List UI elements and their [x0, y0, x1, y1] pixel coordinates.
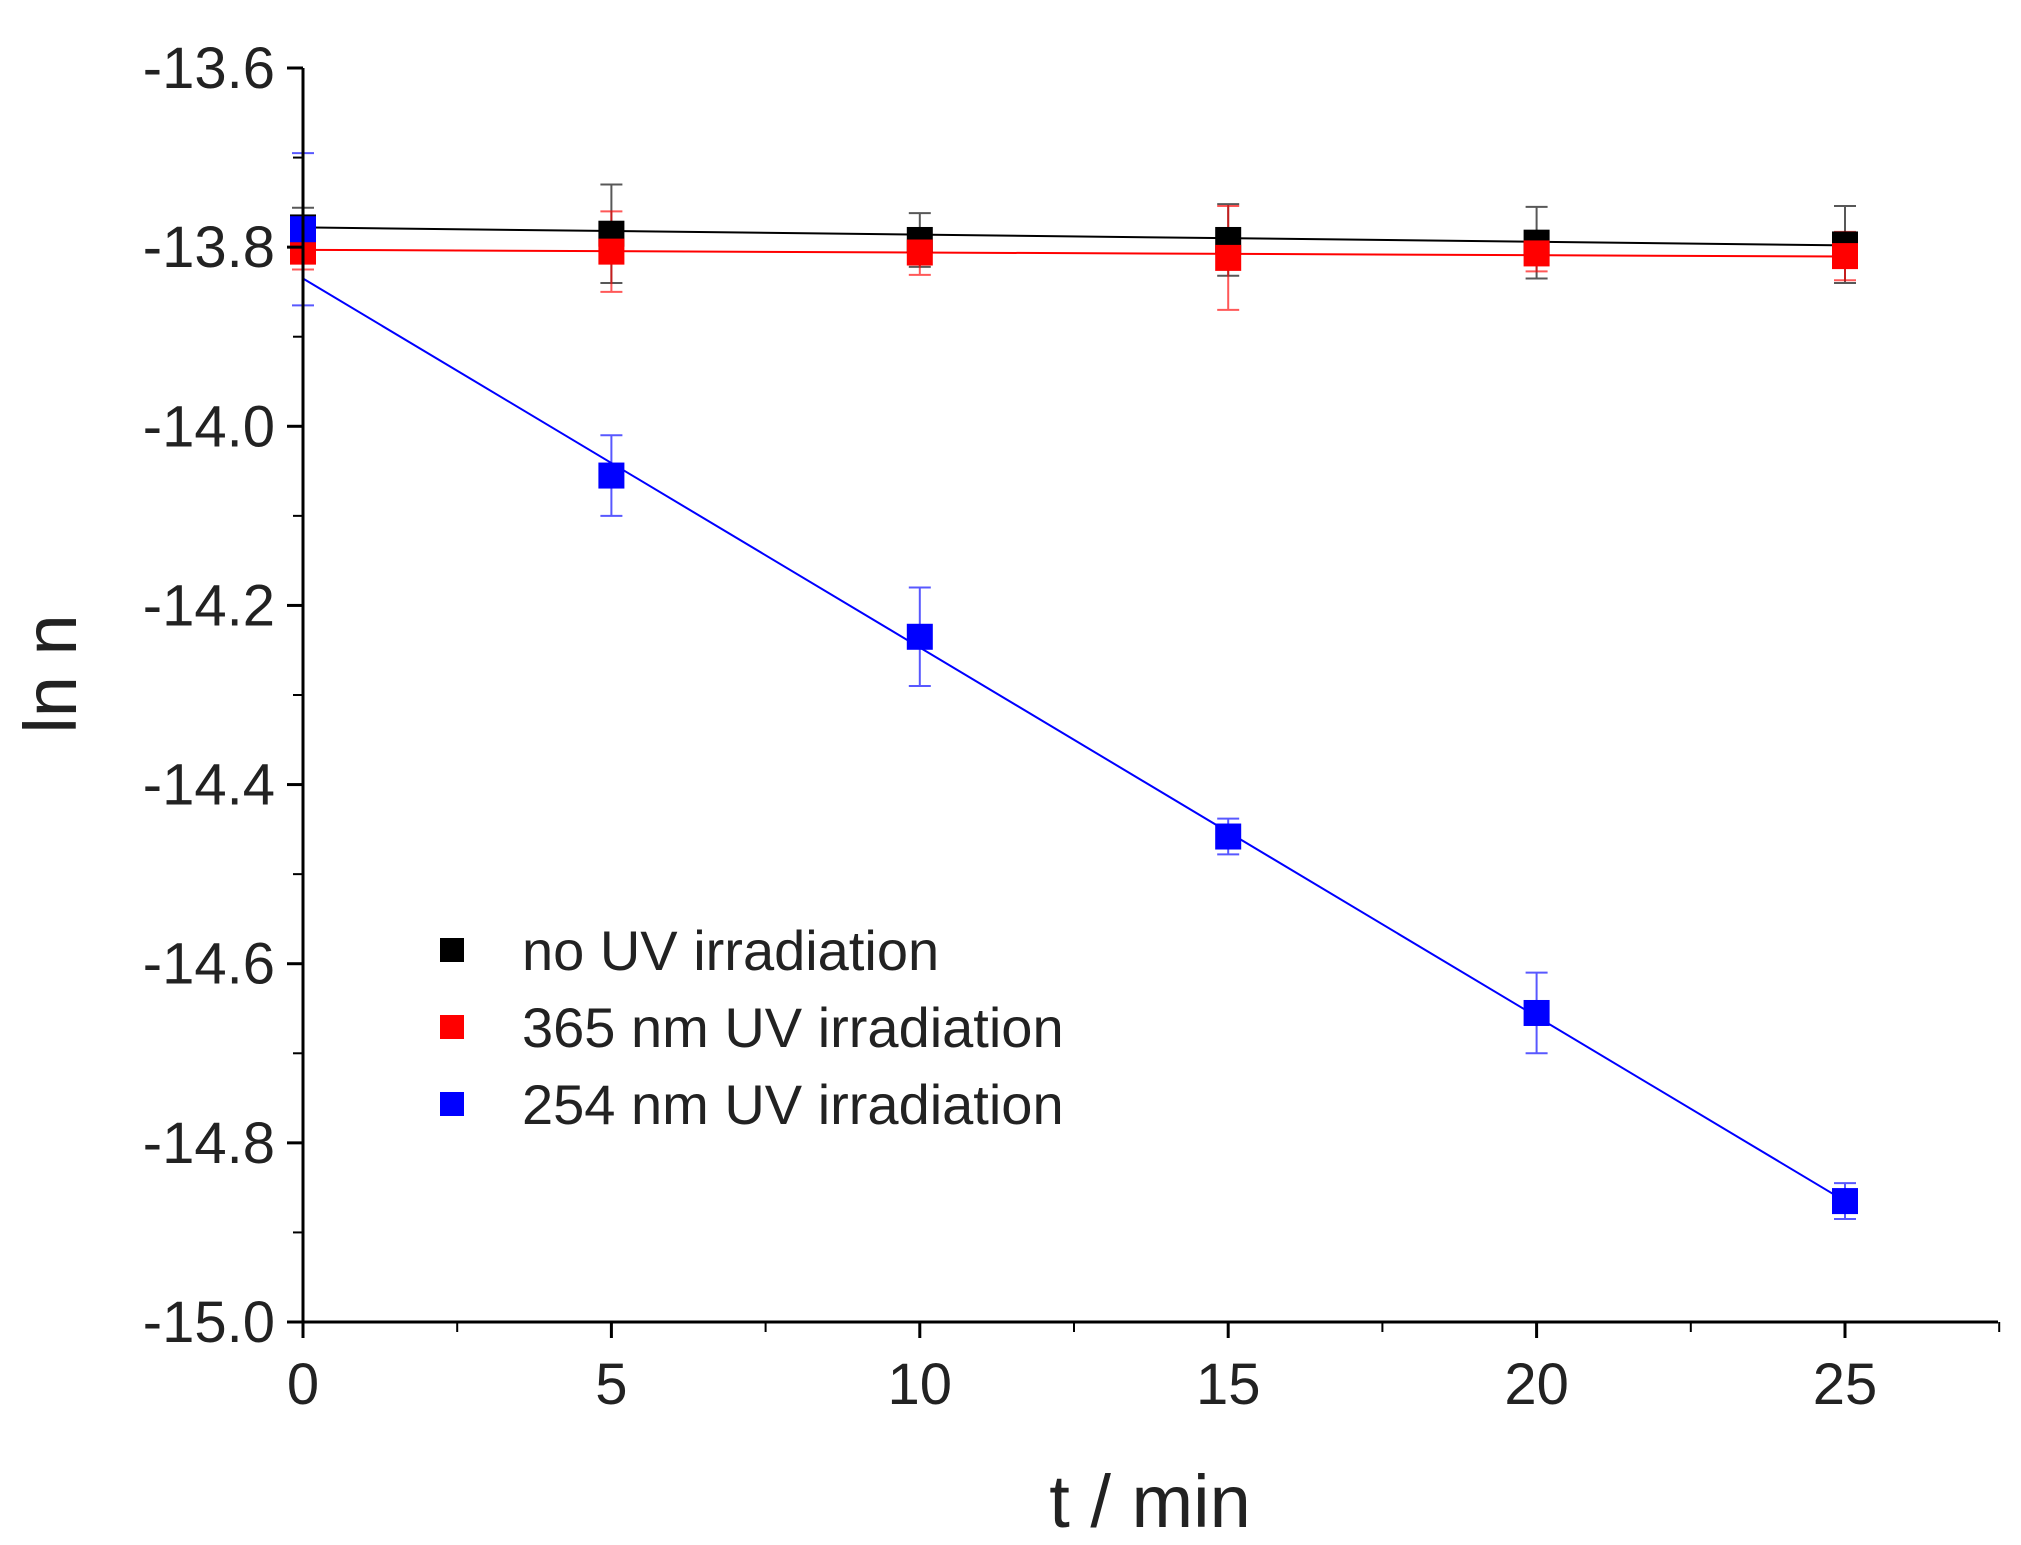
y-ticks: -15.0 -14.8 -14.6 -14.4 -14.2 -14.0 -13.8 -13.6	[143, 36, 303, 1355]
markers	[290, 214, 1858, 1215]
legend-marker	[440, 938, 464, 962]
fit-line-series-2	[302, 277, 1846, 1202]
y-tick-label: -13.8	[143, 215, 275, 280]
data-point	[906, 239, 933, 266]
x-tick-label: 10	[888, 1352, 953, 1417]
x-tick-label: 20	[1504, 1352, 1569, 1417]
y-tick-label: -14.2	[143, 573, 275, 638]
plot-area	[290, 152, 1858, 1220]
x-tick-label: 25	[1813, 1352, 1878, 1417]
fit-line-series-0	[302, 226, 1846, 247]
legend: no UV irradiation 365 nm UV irradiation 25…	[440, 919, 1064, 1136]
y-tick-label: -14.0	[143, 394, 275, 459]
data-point	[1215, 244, 1242, 271]
data-point	[906, 623, 933, 650]
x-tick-label: 0	[287, 1352, 319, 1417]
y-tick-label: -13.6	[143, 36, 275, 101]
data-point	[1523, 240, 1550, 267]
x-tick-label: 15	[1196, 1352, 1261, 1417]
y-axis-title: ln n	[9, 614, 92, 733]
fit-line-series-1	[302, 248, 1846, 258]
error-bars	[292, 152, 1856, 1220]
data-point	[1523, 999, 1550, 1026]
fit-lines	[302, 226, 1846, 1202]
x-ticks: 0 5 10 15 20 25	[287, 1322, 2001, 1417]
legend-marker	[440, 1015, 464, 1039]
data-point	[1832, 243, 1858, 270]
legend-label: no UV irradiation	[522, 919, 939, 982]
y-tick-label: -14.4	[143, 753, 275, 818]
legend-marker	[440, 1092, 464, 1116]
legend-label: 254 nm UV irradiation	[522, 1073, 1064, 1136]
legend-label: 365 nm UV irradiation	[522, 996, 1064, 1059]
x-axis-title: t / min	[1049, 1460, 1250, 1543]
axes: 0 5 10 15 20 25 -15.0 -14.8 -14.6 -14.4 -14.2 -14.…	[143, 36, 2001, 1417]
y-tick-label: -15.0	[143, 1290, 275, 1355]
x-tick-label: 5	[595, 1352, 627, 1417]
data-point	[598, 462, 625, 489]
y-tick-label: -14.8	[143, 1111, 275, 1176]
data-point	[598, 238, 625, 265]
y-tick-label: -14.6	[143, 932, 275, 997]
data-point	[1215, 823, 1242, 850]
data-point	[1832, 1188, 1858, 1215]
